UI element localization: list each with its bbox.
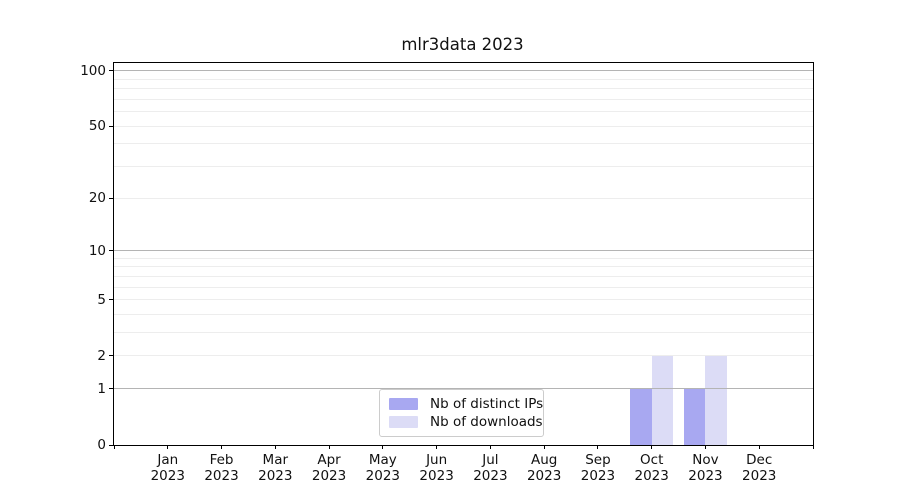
gridline-minor [114,266,813,268]
gridline-minor [114,275,813,277]
gridline-minor [114,332,813,334]
x-tick [167,445,169,449]
x-tick-label-year: 2023 [258,468,293,484]
y-tick [109,70,113,72]
x-tick-label-month: Nov [692,452,719,468]
gridline-minor [114,197,813,199]
x-tick-label: Oct 2023 [612,452,692,484]
x-tick [489,445,491,449]
x-tick-label-year: 2023 [204,468,239,484]
y-tick [109,125,113,127]
x-tick-label-month: Jan [157,452,179,468]
x-tick-label-year: 2023 [311,468,347,484]
x-tick-label-month: Aug [530,452,558,468]
y-tick-label: 50 [88,118,106,135]
x-tick-label: May 2023 [343,452,423,484]
legend-swatch-downloads [389,416,418,428]
legend: Nb of distinct IPs Nb of downloads [379,389,544,437]
gridline-minor [114,286,813,288]
x-tick-label: Jan 2023 [128,452,208,484]
y-tick-label: 10 [88,242,106,259]
y-tick-label: 5 [97,291,106,308]
x-tick [436,445,438,449]
x-tick-label-month: Mar [262,452,289,468]
bar-distinct-ips [683,388,706,445]
y-tick-label: 2 [97,347,106,364]
x-tick-label: Dec 2023 [719,452,799,484]
x-tick-label-month: Dec [746,452,773,468]
x-tick-label-year: 2023 [473,468,508,484]
x-tick-label: Feb 2023 [182,452,262,484]
x-tick-label: Jul 2023 [450,452,530,484]
x-tick-label-year: 2023 [742,468,777,484]
y-tick [109,355,113,357]
y-tick-label: 1 [97,380,106,397]
gridline-minor [114,165,813,167]
x-tick [382,445,384,449]
legend-entry-downloads: Nb of downloads [389,414,543,430]
legend-entry-distinct-ips: Nb of distinct IPs [389,396,543,412]
x-tick-label: Nov 2023 [665,452,745,484]
gridline-minor [114,111,813,113]
gridline-minor [114,143,813,145]
x-tick-label: Mar 2023 [235,452,315,484]
gridline-minor [114,299,813,301]
x-tick-label-month: Feb [209,452,234,468]
x-tick [597,445,599,449]
y-tick [109,388,113,390]
x-tick-label-year: 2023 [365,468,401,484]
x-tick-label-month: May [368,452,397,468]
y-tick [109,444,113,446]
bar-downloads [705,355,727,445]
y-tick-label: 20 [88,190,106,207]
x-tick-label-month: Sep [585,452,611,468]
gridline-minor [114,257,813,259]
x-tick-label: Sep 2023 [558,452,638,484]
y-tick-label: 100 [80,62,106,79]
legend-label-distinct-ips: Nb of distinct IPs [430,396,544,412]
gridline-minor [114,98,813,100]
y-tick [109,197,113,199]
y-tick-label: 0 [97,437,106,453]
x-tick [651,445,653,449]
x-tick [704,445,706,449]
legend-swatch-distinct-ips [389,398,418,410]
gridline-major [114,250,813,251]
x-tick-label-month: Oct [640,452,664,468]
chart-title: mlr3data 2023 [401,35,524,54]
x-tick-label-year: 2023 [526,468,562,484]
legend-label-downloads: Nb of downloads [430,414,543,430]
x-tick [221,445,223,449]
gridline-minor [114,88,813,90]
gridline-minor [114,313,813,315]
gridline-minor [114,78,813,80]
bar-downloads [651,355,674,445]
x-tick [113,445,115,449]
gridline-minor [114,125,813,127]
x-tick-label-month: Apr [317,452,341,468]
x-tick-label-year: 2023 [150,468,185,484]
x-tick-label-month: Jul [482,452,499,468]
bar-distinct-ips [630,388,652,445]
x-tick-label: Jun 2023 [397,452,477,484]
x-tick-label-month: Jun [426,452,448,468]
x-tick-label-year: 2023 [688,468,723,484]
x-tick-label-year: 2023 [634,468,669,484]
x-tick [274,445,276,449]
gridline-major [114,70,813,72]
x-tick [328,445,330,449]
y-tick [109,250,113,251]
x-tick [758,445,760,449]
y-tick [109,299,113,301]
x-tick-label: Aug 2023 [504,452,584,484]
x-tick-label: Apr 2023 [289,452,369,484]
x-tick [543,445,545,449]
x-tick [812,445,814,449]
x-tick-label-year: 2023 [580,468,616,484]
x-tick-label-year: 2023 [419,468,454,484]
